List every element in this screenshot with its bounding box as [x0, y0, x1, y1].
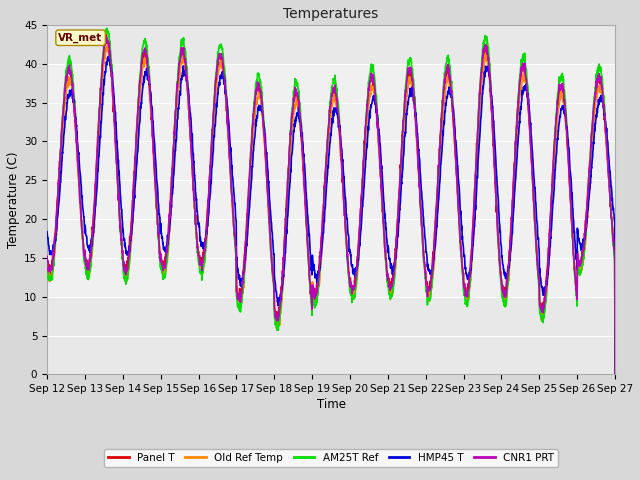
Text: VR_met: VR_met — [58, 33, 102, 43]
Legend: Panel T, Old Ref Temp, AM25T Ref, HMP45 T, CNR1 PRT: Panel T, Old Ref Temp, AM25T Ref, HMP45 … — [104, 449, 558, 467]
X-axis label: Time: Time — [317, 398, 346, 411]
Y-axis label: Temperature (C): Temperature (C) — [7, 151, 20, 248]
Title: Temperatures: Temperatures — [284, 7, 379, 21]
Bar — [47, 64, 615, 297]
